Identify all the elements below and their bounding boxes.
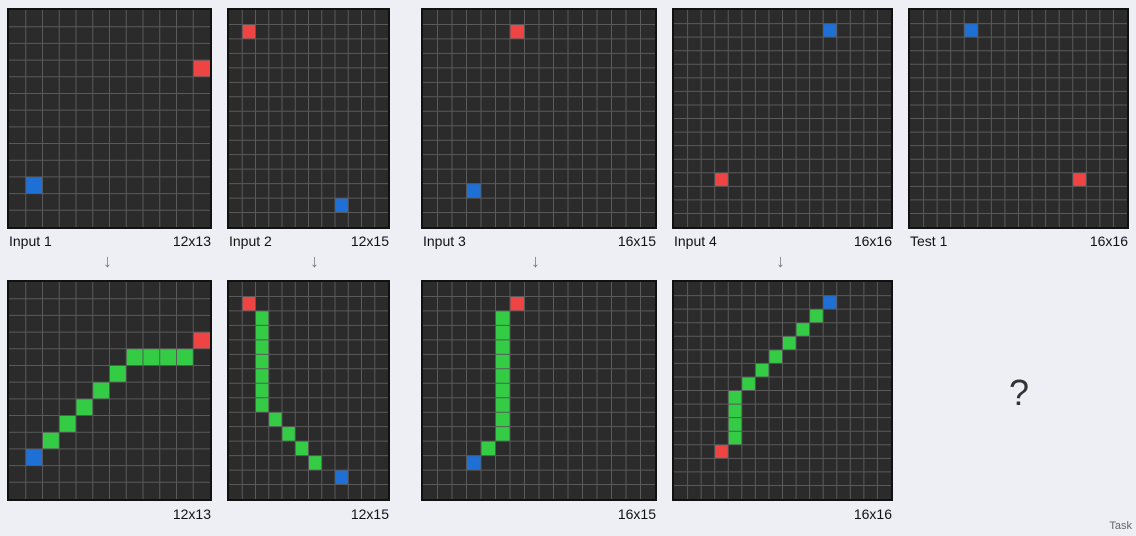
red-cell bbox=[242, 24, 256, 39]
blue-cell bbox=[25, 448, 43, 466]
blue-cell bbox=[335, 198, 349, 213]
output-grid-2 bbox=[227, 280, 390, 501]
green-cell bbox=[495, 383, 510, 398]
green-cell bbox=[495, 339, 510, 355]
green-cell bbox=[495, 412, 510, 427]
green-cell bbox=[495, 310, 510, 326]
output-size-3: 16x15 bbox=[617, 506, 656, 522]
grid-canvas bbox=[674, 10, 891, 227]
green-cell bbox=[59, 415, 76, 433]
green-cell bbox=[809, 309, 824, 323]
green-cell bbox=[176, 348, 194, 366]
green-cell bbox=[126, 348, 143, 366]
red-cell bbox=[510, 24, 525, 39]
green-cell bbox=[295, 441, 309, 456]
grid-canvas bbox=[229, 10, 388, 227]
red-cell bbox=[714, 444, 729, 459]
grid-canvas bbox=[910, 10, 1127, 227]
input-size-1: 12x13 bbox=[172, 233, 211, 249]
green-cell bbox=[495, 397, 510, 413]
red-cell bbox=[1072, 172, 1087, 187]
green-cell bbox=[159, 348, 177, 366]
task-label: Task bbox=[1109, 520, 1132, 532]
blue-cell bbox=[823, 23, 837, 38]
green-cell bbox=[255, 368, 269, 384]
output-grid-1 bbox=[7, 280, 212, 501]
input-grid-2 bbox=[227, 8, 390, 229]
down-arrow-icon: ↓ bbox=[310, 251, 319, 271]
down-arrow-icon: ↓ bbox=[776, 251, 785, 271]
test-size-1: 16x16 bbox=[1089, 233, 1128, 249]
green-cell bbox=[255, 354, 269, 369]
green-cell bbox=[755, 363, 769, 377]
grid-canvas bbox=[423, 282, 655, 499]
grid-canvas bbox=[9, 10, 210, 227]
blue-cell bbox=[335, 470, 349, 485]
test-input-grid-1 bbox=[908, 8, 1129, 229]
green-cell bbox=[728, 390, 742, 405]
blue-cell bbox=[823, 295, 837, 310]
green-cell bbox=[796, 322, 810, 337]
input-size-3: 16x15 bbox=[617, 233, 656, 249]
green-cell bbox=[782, 336, 797, 350]
green-cell bbox=[255, 397, 269, 413]
input-label-1: Input 1 bbox=[9, 233, 52, 249]
input-grid-4 bbox=[672, 8, 893, 229]
green-cell bbox=[495, 426, 510, 442]
green-cell bbox=[481, 441, 496, 456]
down-arrow-icon: ↓ bbox=[531, 251, 540, 271]
input-label-2: Input 2 bbox=[229, 233, 272, 249]
input-size-4: 16x16 bbox=[853, 233, 892, 249]
green-cell bbox=[768, 349, 783, 364]
green-cell bbox=[495, 325, 510, 340]
green-cell bbox=[255, 383, 269, 398]
green-cell bbox=[109, 365, 127, 383]
green-cell bbox=[76, 398, 93, 416]
green-cell bbox=[282, 426, 296, 442]
green-cell bbox=[92, 382, 110, 399]
grid-canvas bbox=[423, 10, 655, 227]
output-size-2: 12x15 bbox=[350, 506, 389, 522]
input-label-3: Input 3 bbox=[423, 233, 466, 249]
grid-canvas bbox=[9, 282, 210, 499]
green-cell bbox=[255, 339, 269, 355]
green-cell bbox=[495, 368, 510, 384]
red-cell bbox=[510, 296, 525, 311]
output-size-4: 16x16 bbox=[853, 506, 892, 522]
input-grid-1 bbox=[7, 8, 212, 229]
red-cell bbox=[242, 296, 256, 311]
input-label-4: Input 4 bbox=[674, 233, 717, 249]
blue-cell bbox=[466, 183, 481, 199]
grid-canvas bbox=[674, 282, 891, 499]
input-grid-3 bbox=[421, 8, 657, 229]
red-cell bbox=[714, 172, 729, 187]
blue-cell bbox=[25, 176, 43, 194]
blue-cell bbox=[466, 455, 481, 471]
input-size-2: 12x15 bbox=[350, 233, 389, 249]
green-cell bbox=[255, 310, 269, 326]
green-cell bbox=[741, 376, 756, 391]
green-cell bbox=[255, 325, 269, 340]
output-size-1: 12x13 bbox=[172, 506, 211, 522]
green-cell bbox=[143, 348, 160, 366]
grid-canvas bbox=[229, 282, 388, 499]
green-cell bbox=[728, 431, 742, 445]
output-grid-4 bbox=[672, 280, 893, 501]
green-cell bbox=[495, 354, 510, 369]
green-cell bbox=[268, 412, 282, 427]
green-cell bbox=[308, 455, 322, 471]
green-cell bbox=[728, 417, 742, 432]
red-cell bbox=[193, 60, 210, 77]
red-cell bbox=[193, 332, 210, 349]
blue-cell bbox=[964, 23, 978, 38]
green-cell bbox=[728, 404, 742, 418]
unknown-output-mark: ? bbox=[1009, 372, 1030, 413]
output-grid-3 bbox=[421, 280, 657, 501]
green-cell bbox=[42, 432, 60, 449]
test-label-1: Test 1 bbox=[910, 233, 948, 249]
down-arrow-icon: ↓ bbox=[103, 251, 112, 271]
